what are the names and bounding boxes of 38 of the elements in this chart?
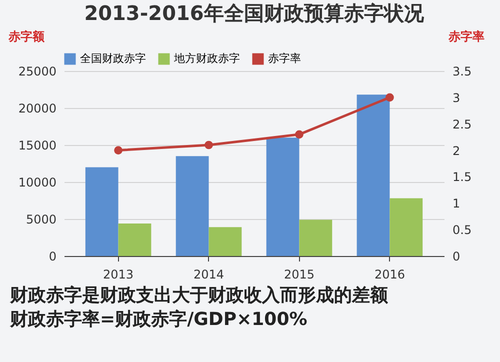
y2-tick-label: 3.5 [452, 64, 472, 78]
y2-tick-label: 0.5 [452, 223, 472, 238]
bar [85, 167, 118, 256]
x-tick-label: 2014 [193, 268, 224, 282]
y2-axis-title: 赤字率 [448, 30, 484, 44]
y2-tick-label: 2.5 [452, 117, 472, 132]
bar [176, 156, 209, 256]
x-tick-label: 2016 [374, 268, 405, 282]
bar [390, 198, 423, 256]
y-tick-label: 5000 [26, 212, 56, 226]
text: 财政赤字是财政支出大于财政收入而形成的差额 [10, 284, 389, 308]
x-tick-label: 2015 [284, 268, 315, 282]
y-tick-label: 15000 [18, 138, 56, 152]
y2-tick-label: 0 [452, 250, 460, 264]
y2-tick-label: 1.5 [452, 170, 472, 184]
bar [299, 220, 332, 256]
x-tick-label: 2013 [103, 268, 134, 282]
bar [356, 94, 390, 256]
y-tick-label: 10000 [18, 176, 56, 190]
y2-tick-label: 1 [452, 196, 460, 211]
point [204, 140, 213, 150]
legend-label: 全国财政赤字 [80, 52, 146, 65]
bar [118, 223, 152, 256]
point [295, 130, 304, 139]
y2-tick-label: 2 [452, 144, 460, 158]
point [386, 93, 394, 102]
y2-tick-label: 3 [452, 90, 460, 105]
bar [208, 227, 242, 256]
y-axis-title: 赤字额 [8, 30, 46, 44]
legend-label: 赤字率 [268, 52, 301, 65]
y-tick-label: 0 [48, 250, 56, 264]
chart-title: 2013-2016年全国财政预算赤字状况 [84, 1, 425, 25]
y-tick-label: 25000 [18, 64, 56, 78]
text: 财政赤字率=财政赤字/GDP×100% [10, 308, 308, 332]
point [114, 146, 122, 154]
bar [266, 138, 300, 256]
legend-label: 地方财政赤字 [173, 52, 240, 65]
y-tick-label: 20000 [18, 102, 56, 116]
